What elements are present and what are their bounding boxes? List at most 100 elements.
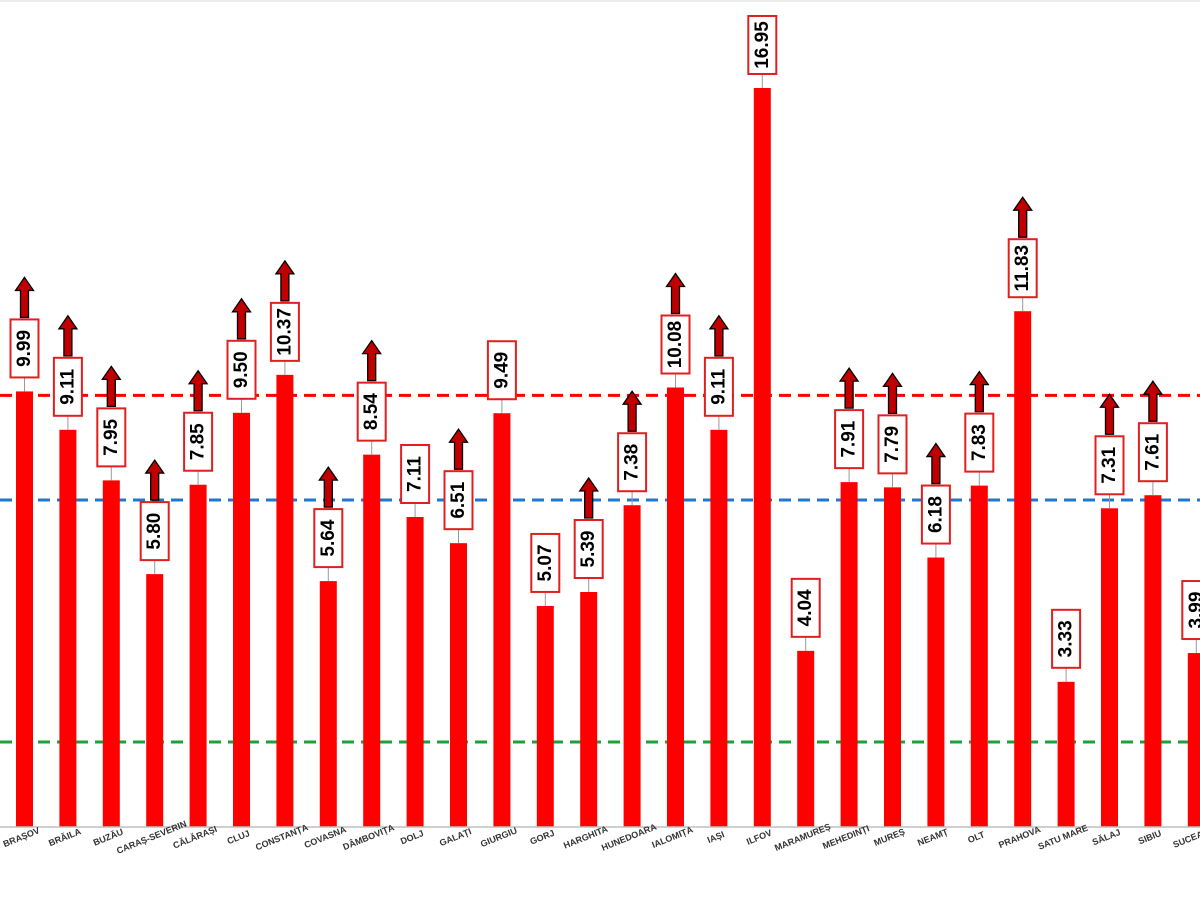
bar-17 xyxy=(753,87,771,828)
bar-23 xyxy=(1014,311,1032,827)
value-label-text-2: 7.95 xyxy=(101,418,122,455)
value-label-15: 10.08 xyxy=(660,314,691,375)
value-label-10: 6.51 xyxy=(443,470,474,531)
trend-up-arrow-icon-5 xyxy=(231,297,252,340)
value-label-text-19: 7.91 xyxy=(839,420,860,457)
value-label-box-11 xyxy=(486,340,517,401)
bar-14 xyxy=(623,505,641,827)
category-label-23: PRAHOVA xyxy=(997,824,1042,850)
value-label-text-11: 9.49 xyxy=(491,352,512,389)
trend-up-arrow-icon-2 xyxy=(101,365,122,408)
bar-7 xyxy=(319,581,337,827)
value-label-16: 9.11 xyxy=(703,356,734,417)
value-label-box-27 xyxy=(1181,580,1200,641)
value-label-24: 3.33 xyxy=(1051,608,1082,669)
value-label-text-16: 9.11 xyxy=(708,368,729,404)
value-label-text-0: 9.99 xyxy=(14,330,35,367)
category-label-1: BRĂILA xyxy=(47,826,83,848)
value-label-box-25 xyxy=(1094,435,1125,496)
value-label-4: 7.85 xyxy=(183,411,214,472)
bar-2 xyxy=(102,480,120,827)
trend-up-arrow-icon-16 xyxy=(708,314,730,357)
value-label-box-24 xyxy=(1051,608,1082,669)
category-label-27: SUCEAVA xyxy=(1172,824,1200,849)
value-label-3: 5.80 xyxy=(139,501,170,562)
value-label-text-8: 8.54 xyxy=(361,393,382,430)
category-label-0: BRAȘOV xyxy=(2,825,41,849)
value-label-27: 3.99 xyxy=(1181,580,1200,641)
value-label-box-18 xyxy=(790,577,821,638)
value-label-text-21: 6.18 xyxy=(925,496,946,533)
value-label-text-23: 11.83 xyxy=(1012,245,1033,292)
value-label-box-16 xyxy=(703,356,734,417)
value-label-text-12: 5.07 xyxy=(535,544,556,581)
bar-3 xyxy=(146,574,164,827)
value-label-5: 9.50 xyxy=(226,339,257,400)
value-label-11: 9.49 xyxy=(486,340,517,401)
bar-19 xyxy=(840,482,858,827)
value-label-17: 16.95 xyxy=(747,14,778,75)
value-label-box-21 xyxy=(920,484,951,545)
value-label-9: 7.11 xyxy=(400,444,431,505)
trend-up-arrow-icon-1 xyxy=(57,314,79,357)
value-label-20: 7.79 xyxy=(877,414,908,475)
value-label-22: 7.83 xyxy=(964,412,995,473)
bar-10 xyxy=(450,543,467,827)
value-label-box-22 xyxy=(964,412,995,473)
trend-up-arrow-icon-20 xyxy=(882,372,903,415)
value-label-text-15: 10.08 xyxy=(665,321,686,369)
category-label-16: IAȘI xyxy=(706,829,726,845)
bar-12 xyxy=(536,605,554,827)
value-label-6: 10.37 xyxy=(269,301,300,362)
value-label-box-7 xyxy=(313,508,344,569)
value-label-13: 5.39 xyxy=(573,518,604,579)
trend-up-arrow-icon-0 xyxy=(14,276,35,319)
value-label-25: 7.31 xyxy=(1094,435,1125,496)
value-label-text-3: 5.80 xyxy=(144,513,165,550)
bar-13 xyxy=(580,591,598,827)
bar-11 xyxy=(493,413,511,827)
trend-up-arrow-icon-15 xyxy=(665,272,686,315)
value-label-text-18: 4.04 xyxy=(795,589,816,626)
category-label-11: GIURGIU xyxy=(479,825,518,849)
trend-up-arrow-icon-14 xyxy=(621,390,643,432)
category-label-5: CLUJ xyxy=(226,828,252,846)
trend-up-arrow-icon-10 xyxy=(448,428,469,470)
value-label-text-22: 7.83 xyxy=(969,424,990,461)
value-label-7: 5.64 xyxy=(313,508,344,569)
value-label-box-4 xyxy=(183,411,214,472)
trend-up-arrow-icon-23 xyxy=(1012,196,1033,238)
trend-up-arrow-icon-25 xyxy=(1099,393,1120,435)
value-labels: 9.99 9.11 7.95 5.80 7.85 9.50 10.37 5.64 8.54 7.1… xyxy=(9,14,1200,682)
bar-20 xyxy=(884,487,901,827)
bar-24 xyxy=(1057,681,1075,827)
bar-21 xyxy=(927,557,945,827)
bar-27 xyxy=(1187,653,1200,827)
bar-4 xyxy=(189,484,207,827)
value-label-26: 7.61 xyxy=(1137,422,1168,483)
value-label-text-9: 7.11 xyxy=(405,456,426,492)
value-label-text-17: 16.95 xyxy=(752,21,773,69)
value-label-2: 7.95 xyxy=(96,407,127,468)
value-label-text-25: 7.31 xyxy=(1099,446,1120,483)
trend-up-arrow-icon-19 xyxy=(838,366,860,409)
value-label-text-5: 9.50 xyxy=(231,351,252,388)
value-label-19: 7.91 xyxy=(834,409,865,470)
bars xyxy=(16,87,1200,828)
value-label-box-12 xyxy=(530,532,561,593)
value-label-text-24: 3.33 xyxy=(1056,620,1077,657)
value-label-text-6: 10.37 xyxy=(274,308,295,356)
value-label-box-26 xyxy=(1137,422,1168,483)
category-label-9: DOLJ xyxy=(399,828,425,846)
category-label-12: GORJ xyxy=(528,828,555,847)
trend-up-arrow-icon-6 xyxy=(274,259,296,302)
value-label-text-1: 9.11 xyxy=(57,368,78,404)
trend-up-arrow-icon-8 xyxy=(361,339,382,382)
category-label-10: GALAȚI xyxy=(438,826,473,848)
category-label-26: SIBIU xyxy=(1137,828,1163,846)
value-label-box-19 xyxy=(834,409,865,470)
value-label-text-26: 7.61 xyxy=(1142,433,1163,470)
bar-5 xyxy=(233,412,250,827)
category-label-25: SĂLAJ xyxy=(1091,827,1122,847)
value-label-box-23 xyxy=(1007,238,1038,299)
